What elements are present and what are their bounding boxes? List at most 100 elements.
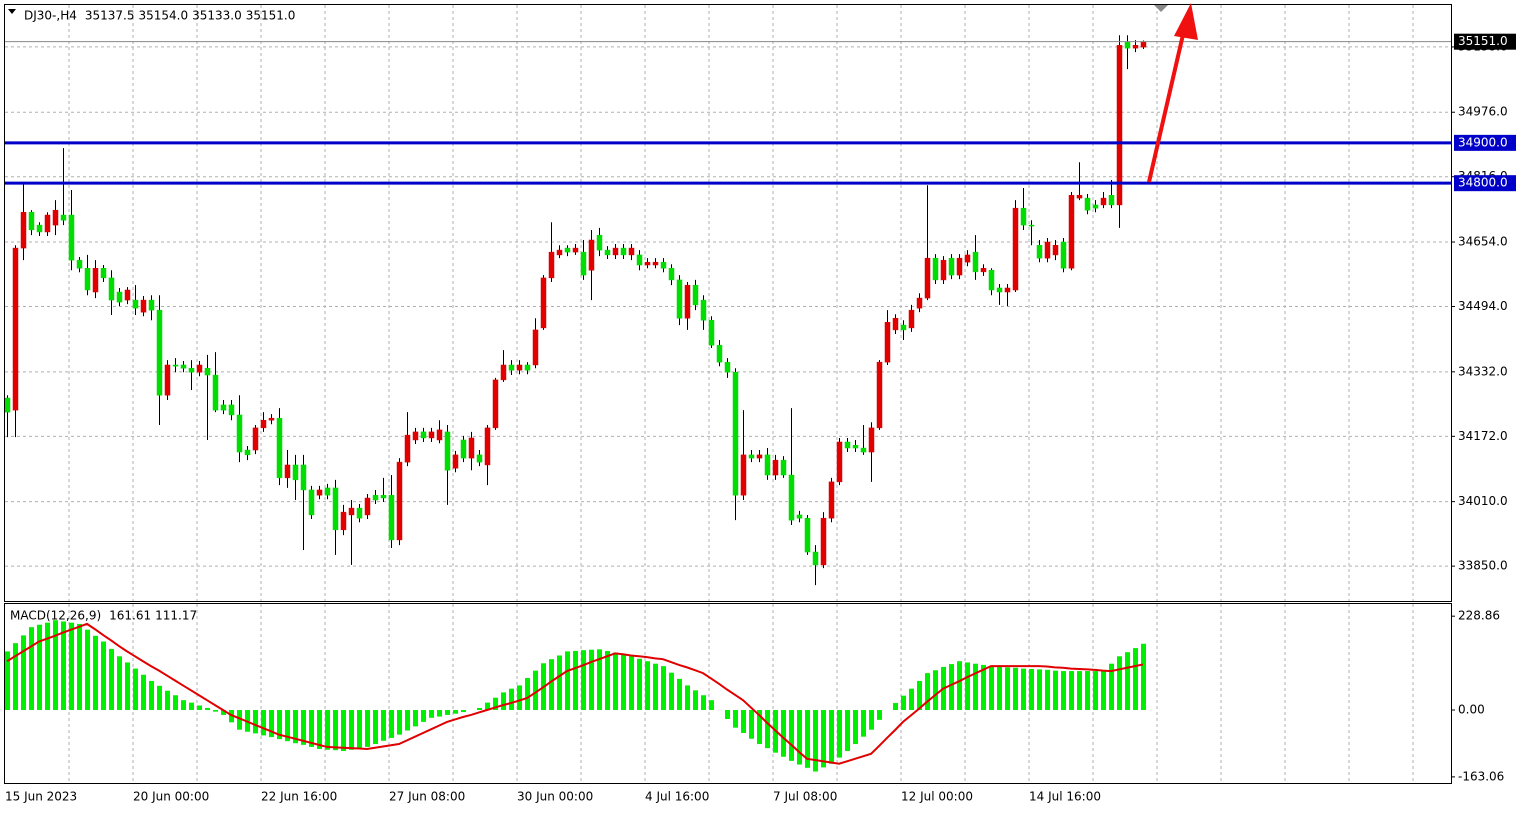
macd-bar — [1141, 643, 1146, 711]
macd-bar — [757, 710, 762, 745]
macd-bar — [597, 649, 602, 711]
candle-body — [948, 257, 955, 276]
macd-bar — [1125, 652, 1130, 711]
candle-body — [324, 487, 331, 496]
macd-bar — [453, 710, 458, 714]
candle-body — [348, 507, 355, 516]
candle-body — [252, 427, 259, 451]
macd-bar — [709, 700, 714, 711]
candle-body — [1012, 207, 1019, 291]
shift-marker — [1154, 5, 1168, 12]
candle-body — [1100, 197, 1107, 206]
macd-bar — [701, 695, 706, 711]
macd-bar — [661, 666, 666, 711]
macd-bar — [301, 710, 306, 745]
x-tick-label: 14 Jul 16:00 — [1029, 790, 1101, 804]
candle-body — [28, 211, 35, 231]
candle-body — [532, 329, 539, 366]
candle-body — [244, 449, 251, 456]
candle-body — [92, 267, 99, 293]
candle-body — [172, 364, 179, 367]
macd-bar — [981, 664, 986, 711]
candle-body — [236, 414, 243, 453]
macd-bar — [117, 656, 122, 711]
candle-body — [684, 284, 691, 319]
candle-body — [932, 257, 939, 281]
macd-bar — [277, 710, 282, 740]
macd-bar — [645, 661, 650, 711]
candle-body — [1140, 41, 1147, 48]
x-tick-label: 7 Jul 08:00 — [773, 790, 837, 804]
macd-bar — [85, 629, 90, 711]
macd-bar — [1093, 671, 1098, 711]
macd-bar — [1037, 669, 1042, 711]
macd-bar — [589, 649, 594, 711]
candle-body — [972, 251, 979, 273]
macd-bar — [165, 690, 170, 711]
macd-bar — [861, 710, 866, 737]
x-tick-label: 12 Jul 00:00 — [901, 790, 973, 804]
candle-body — [636, 254, 643, 266]
y-tick-label: 34332.0 — [1458, 364, 1508, 378]
candle-body — [308, 489, 315, 516]
candle-body — [652, 261, 659, 266]
candle-body — [300, 464, 307, 491]
macd-bar — [957, 661, 962, 711]
y-tick-label: 34010.0 — [1458, 494, 1508, 508]
y-tick-label: 0.00 — [1458, 703, 1485, 717]
candle-body — [1036, 245, 1043, 259]
macd-bar — [93, 635, 98, 711]
last-price-label: 35151.0 — [1458, 34, 1508, 48]
macd-bar — [949, 664, 954, 711]
macd-bar — [1101, 671, 1106, 711]
main-pane-frame — [4, 4, 1452, 602]
candle-body — [388, 494, 395, 541]
header-value: 35154.0 — [138, 9, 188, 23]
macd-bar — [405, 710, 410, 731]
macd-bar — [837, 710, 842, 758]
macd-bar — [285, 710, 290, 742]
macd-bar — [685, 685, 690, 711]
macd-bar — [1045, 669, 1050, 711]
macd-bar — [557, 655, 562, 711]
candle-body — [1116, 45, 1123, 206]
candle-body — [492, 379, 499, 429]
candle-body — [260, 419, 267, 429]
macd-bar — [77, 623, 82, 711]
macd-bar — [853, 710, 858, 745]
macd-bar — [269, 710, 274, 738]
header-value: 35151.0 — [246, 9, 296, 23]
macd-bar — [973, 663, 978, 711]
macd-bar — [1021, 668, 1026, 711]
macd-bar — [389, 710, 394, 738]
candle-body — [1092, 204, 1099, 209]
macd-bar — [829, 710, 834, 764]
candle-body — [500, 364, 507, 381]
candle-body — [164, 364, 171, 396]
candle-body — [1004, 287, 1011, 293]
candle-body — [332, 487, 339, 531]
candle-body — [4, 397, 11, 413]
macd-bar — [533, 670, 538, 711]
candle-body — [220, 404, 227, 411]
header-value: 111.17 — [155, 609, 197, 623]
macd-bar — [909, 688, 914, 711]
candle-body — [372, 494, 379, 501]
macd-bar — [437, 710, 442, 717]
macd-bar — [965, 662, 970, 711]
macd-bar — [189, 702, 194, 711]
x-tick-label: 4 Jul 16:00 — [645, 790, 709, 804]
candle-body — [764, 454, 771, 476]
y-tick-label: 34172.0 — [1458, 429, 1508, 443]
y-tick-label: 34494.0 — [1458, 299, 1508, 313]
candle-body — [540, 277, 547, 329]
macd-bar — [781, 710, 786, 757]
macd-bar — [253, 710, 258, 734]
macd-bar — [917, 680, 922, 711]
macd-bar — [741, 710, 746, 733]
candle-body — [692, 284, 699, 306]
candle-body — [124, 289, 131, 301]
macd-bar — [821, 710, 826, 768]
candle-body — [340, 511, 347, 531]
macd-bar — [581, 650, 586, 711]
